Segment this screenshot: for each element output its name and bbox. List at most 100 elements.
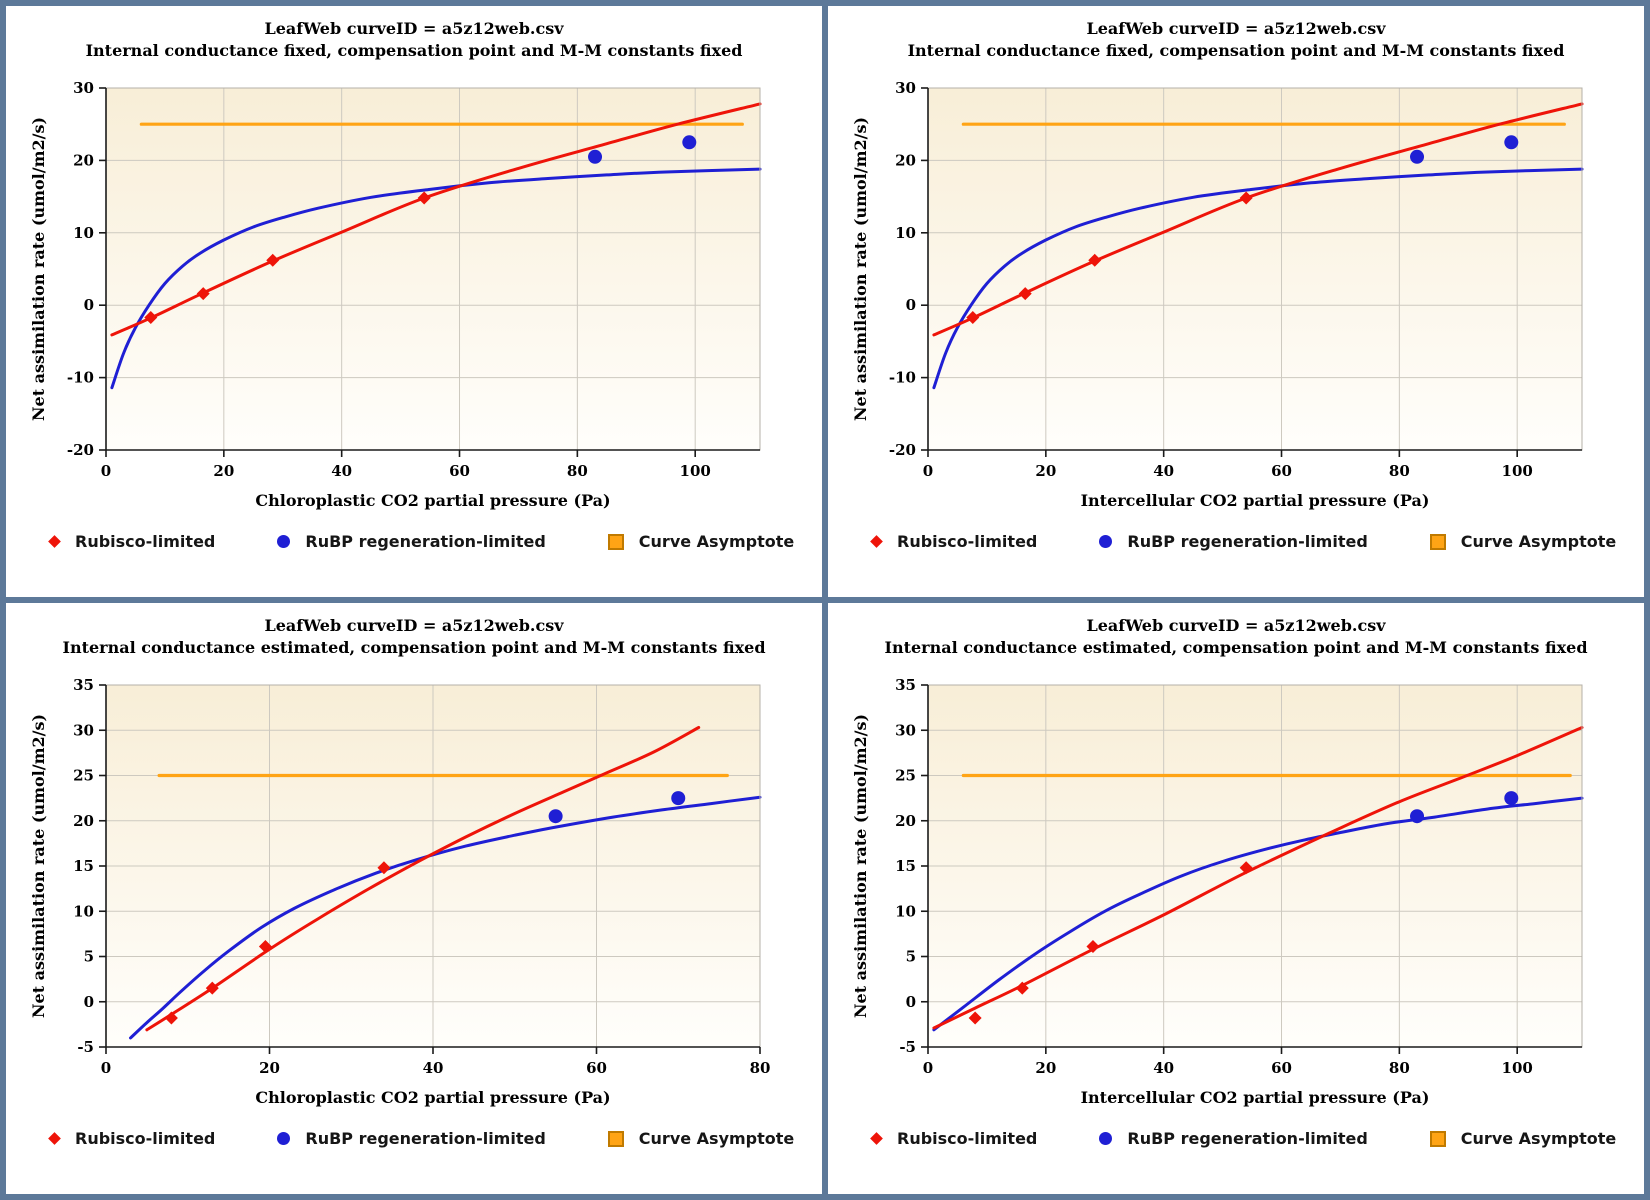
x-tick-label: 20 — [1035, 1059, 1056, 1077]
y-tick-label: 30 — [73, 721, 94, 739]
rubisco-data-point — [144, 311, 158, 325]
y-tick-label: 25 — [895, 767, 916, 785]
rubisco-data-point — [377, 861, 391, 875]
legend-item-rubisco: Rubisco-limited — [48, 1129, 216, 1148]
rubp-data-point — [1504, 791, 1519, 806]
panel-bottom-right: LeafWeb curveID = a5z12web.csv Internal … — [828, 603, 1644, 1194]
y-tick-label: -10 — [67, 369, 94, 387]
y-tick-label: 10 — [73, 902, 94, 920]
rubisco-data-point — [966, 311, 980, 325]
y-tick-label: 30 — [895, 79, 916, 97]
chart-legend: Rubisco-limited RuBP regeneration-limite… — [828, 532, 1644, 551]
y-axis-label: Net assimilation rate (umol/m2/s) — [851, 714, 870, 1018]
rubisco-data-point — [196, 287, 210, 301]
panel-top-right: LeafWeb curveID = a5z12web.csv Internal … — [828, 6, 1644, 597]
rubisco-limited-curve — [932, 102, 1584, 337]
y-tick-label: 35 — [895, 676, 916, 694]
title-block: LeafWeb curveID = a5z12web.csv Internal … — [828, 603, 1644, 659]
chart-subtitle: Internal conductance fixed, compensation… — [85, 41, 743, 60]
rubp-regeneration-limited-curve — [932, 167, 1584, 390]
rubp-data-point — [548, 809, 563, 824]
rubisco-data-point — [1018, 287, 1032, 301]
chart-subtitle: Internal conductance fixed, compensation… — [907, 41, 1565, 60]
x-axis-label: Chloroplastic CO2 partial pressure (Pa) — [255, 1088, 611, 1107]
legend-item-rubisco: Rubisco-limited — [870, 532, 1038, 551]
legend-label-rubp: RuBP regeneration-limited — [305, 532, 546, 551]
y-axis-label: Net assimilation rate (umol/m2/s) — [29, 117, 48, 421]
rubisco-data-point — [266, 253, 280, 267]
y-tick-label: 5 — [84, 948, 94, 966]
legend-label-asymptote: Curve Asymptote — [1460, 1129, 1617, 1148]
panel-top-left: LeafWeb curveID = a5z12web.csv Internal … — [6, 6, 822, 597]
y-tick-label: 0 — [84, 296, 94, 314]
y-tick-label: 10 — [895, 224, 916, 242]
x-tick-label: 80 — [750, 1059, 771, 1077]
x-tick-label: 80 — [567, 462, 588, 480]
legend-item-asymptote: Curve Asymptote — [607, 1129, 795, 1148]
legend-item-rubp: RuBP regeneration-limited — [1099, 1129, 1368, 1148]
legend-label-asymptote: Curve Asymptote — [638, 532, 795, 551]
rubp-regeneration-limited-curve — [110, 167, 762, 390]
x-tick-label: 60 — [449, 462, 470, 480]
rubp-data-point — [1410, 149, 1425, 164]
x-tick-label: 20 — [213, 462, 234, 480]
plot-background — [928, 88, 1582, 450]
title-block: LeafWeb curveID = a5z12web.csv Internal … — [828, 6, 1644, 62]
title-block: LeafWeb curveID = a5z12web.csv Internal … — [6, 6, 822, 62]
x-tick-label: 60 — [586, 1059, 607, 1077]
rubp-data-point — [588, 149, 603, 164]
x-tick-label: 0 — [101, 462, 111, 480]
y-tick-label: -20 — [889, 441, 916, 459]
chart-title: LeafWeb curveID = a5z12web.csv — [264, 19, 564, 38]
rubp-circle-icon — [1099, 535, 1113, 548]
co2-response-chart: 0 20 40 60 80 100 -20 -10 0 10 20 30 Net assimilatio… — [851, 79, 1584, 480]
y-tick-label: 0 — [906, 296, 916, 314]
rubp-circle-icon — [1099, 1132, 1113, 1145]
chart-title: LeafWeb curveID = a5z12web.csv — [1086, 19, 1386, 38]
legend-item-rubp: RuBP regeneration-limited — [1099, 532, 1368, 551]
rubp-data-point — [1504, 135, 1519, 150]
chart-legend: Rubisco-limited RuBP regeneration-limite… — [6, 532, 822, 551]
legend-item-rubp: RuBP regeneration-limited — [277, 1129, 546, 1148]
legend-label-rubp: RuBP regeneration-limited — [305, 1129, 546, 1148]
legend-item-asymptote: Curve Asymptote — [607, 532, 795, 551]
rubisco-data-point — [1086, 940, 1100, 954]
rubisco-data-point — [1088, 253, 1102, 267]
rubp-regeneration-limited-curve — [129, 795, 762, 1040]
y-tick-label: 35 — [73, 676, 94, 694]
asymptote-square-icon — [1429, 1130, 1446, 1147]
legend-label-asymptote: Curve Asymptote — [638, 1129, 795, 1148]
legend-label-rubisco: Rubisco-limited — [75, 1129, 216, 1148]
x-tick-label: 40 — [331, 462, 352, 480]
rubisco-data-point — [1015, 981, 1029, 995]
y-tick-label: 30 — [73, 79, 94, 97]
legend-label-rubisco: Rubisco-limited — [75, 532, 216, 551]
x-tick-label: 60 — [1271, 462, 1292, 480]
y-tick-label: 20 — [895, 151, 916, 169]
y-tick-label: 25 — [73, 767, 94, 785]
rubp-data-point — [682, 135, 697, 150]
legend-item-asymptote: Curve Asymptote — [1429, 532, 1617, 551]
x-tick-label: 40 — [423, 1059, 444, 1077]
x-tick-label: 100 — [1502, 1059, 1533, 1077]
rubisco-diamond-icon — [870, 1132, 883, 1145]
y-tick-label: 15 — [73, 857, 94, 875]
x-tick-label: 0 — [923, 1059, 933, 1077]
x-tick-label: 0 — [923, 462, 933, 480]
legend-label-rubp: RuBP regeneration-limited — [1127, 1129, 1368, 1148]
y-tick-label: -5 — [899, 1038, 916, 1056]
rubisco-data-point — [968, 1011, 982, 1025]
rubp-data-point — [671, 791, 686, 806]
x-tick-label: 100 — [680, 462, 711, 480]
legend-item-rubp: RuBP regeneration-limited — [277, 532, 546, 551]
legend-label-asymptote: Curve Asymptote — [1460, 532, 1617, 551]
legend-label-rubp: RuBP regeneration-limited — [1127, 532, 1368, 551]
legend-label-rubisco: Rubisco-limited — [897, 532, 1038, 551]
rubisco-data-point — [164, 1011, 178, 1025]
legend-label-rubisco: Rubisco-limited — [897, 1129, 1038, 1148]
chart-subtitle: Internal conductance estimated, compensa… — [884, 638, 1588, 657]
rubp-regeneration-limited-curve — [932, 796, 1584, 1032]
chart-title: LeafWeb curveID = a5z12web.csv — [264, 616, 564, 635]
co2-response-chart: 0 20 40 60 80 100 -20 -10 0 10 20 30 Net assimilatio… — [29, 79, 762, 480]
y-tick-label: 20 — [895, 812, 916, 830]
